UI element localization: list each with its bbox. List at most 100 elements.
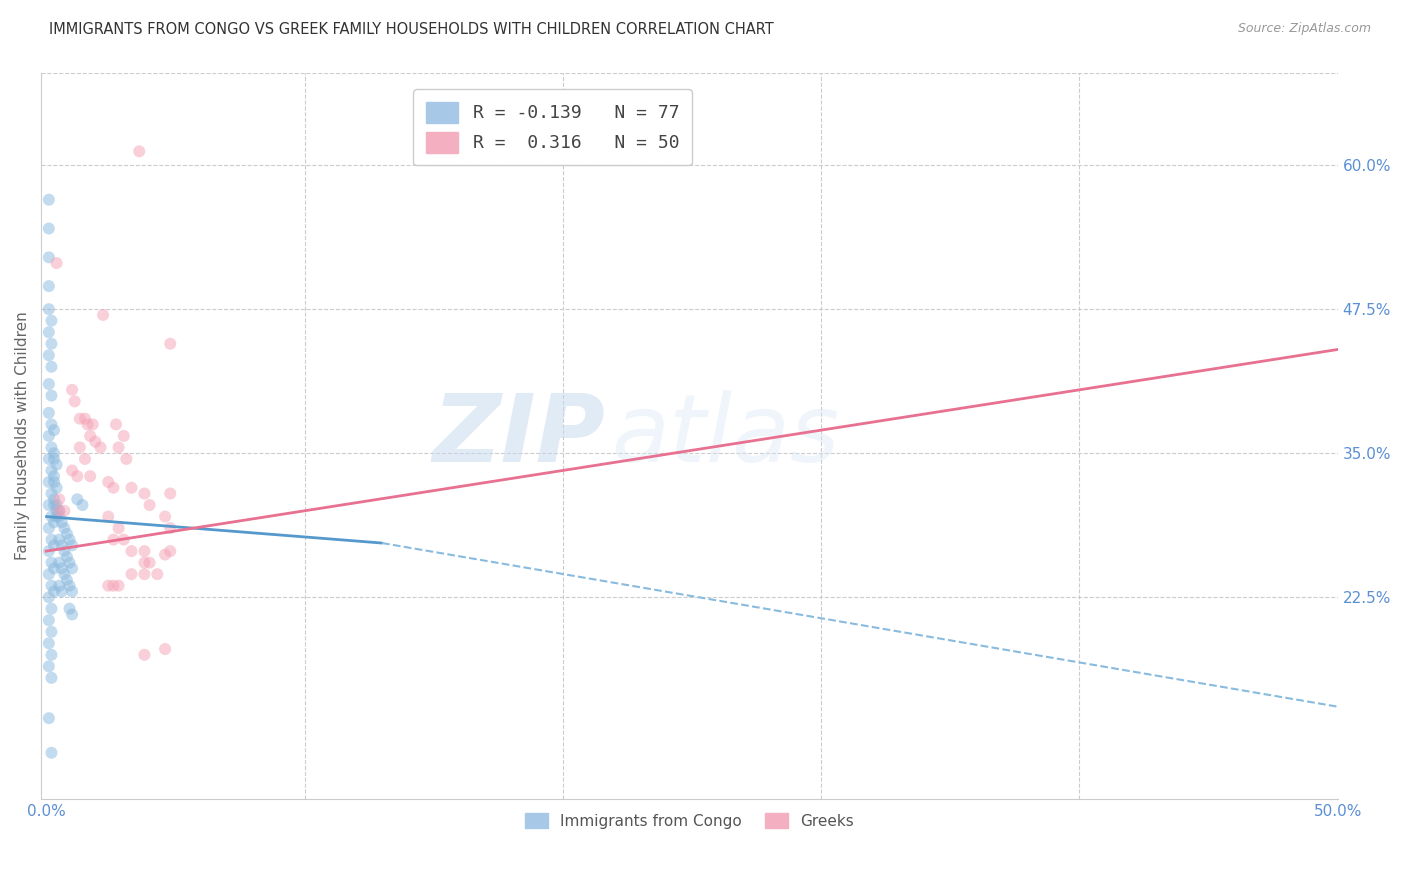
Point	[38, 325, 60, 339]
Point	[103, 533, 125, 547]
Point	[42, 423, 65, 437]
Point	[41, 486, 63, 500]
Point	[38, 193, 60, 207]
Point	[38, 348, 60, 362]
Point	[41, 671, 63, 685]
Point	[42, 561, 65, 575]
Point	[41, 417, 63, 432]
Point	[53, 544, 76, 558]
Point	[48, 509, 70, 524]
Text: atlas: atlas	[612, 391, 839, 482]
Point	[41, 388, 63, 402]
Point	[41, 336, 63, 351]
Point	[134, 648, 156, 662]
Point	[58, 579, 80, 593]
Point	[48, 492, 70, 507]
Point	[38, 377, 60, 392]
Point	[76, 417, 98, 432]
Point	[45, 458, 67, 472]
Point	[79, 429, 101, 443]
Point	[69, 411, 91, 425]
Point	[38, 544, 60, 558]
Point	[97, 475, 120, 489]
Point	[63, 394, 86, 409]
Point	[42, 498, 65, 512]
Point	[105, 417, 128, 432]
Point	[45, 498, 67, 512]
Point	[53, 521, 76, 535]
Point	[41, 601, 63, 615]
Point	[159, 486, 181, 500]
Point	[38, 221, 60, 235]
Point	[38, 250, 60, 264]
Point	[58, 533, 80, 547]
Point	[112, 533, 135, 547]
Point	[41, 556, 63, 570]
Point	[89, 441, 111, 455]
Point	[56, 573, 79, 587]
Point	[146, 567, 169, 582]
Point	[38, 475, 60, 489]
Point	[69, 441, 91, 455]
Point	[73, 452, 96, 467]
Point	[82, 417, 104, 432]
Point	[41, 533, 63, 547]
Point	[60, 538, 83, 552]
Point	[42, 584, 65, 599]
Point	[134, 544, 156, 558]
Point	[60, 561, 83, 575]
Point	[60, 383, 83, 397]
Point	[45, 509, 67, 524]
Point	[48, 556, 70, 570]
Legend: Immigrants from Congo, Greeks: Immigrants from Congo, Greeks	[519, 806, 860, 835]
Point	[42, 475, 65, 489]
Point	[51, 561, 73, 575]
Point	[60, 607, 83, 622]
Point	[153, 642, 176, 657]
Text: ZIP: ZIP	[432, 390, 605, 482]
Point	[97, 579, 120, 593]
Point	[42, 446, 65, 460]
Point	[38, 636, 60, 650]
Point	[42, 492, 65, 507]
Point	[41, 314, 63, 328]
Point	[72, 498, 94, 512]
Point	[41, 648, 63, 662]
Point	[134, 556, 156, 570]
Point	[121, 481, 143, 495]
Point	[48, 504, 70, 518]
Text: IMMIGRANTS FROM CONGO VS GREEK FAMILY HOUSEHOLDS WITH CHILDREN CORRELATION CHART: IMMIGRANTS FROM CONGO VS GREEK FAMILY HO…	[49, 22, 773, 37]
Point	[134, 567, 156, 582]
Point	[51, 516, 73, 530]
Point	[138, 556, 160, 570]
Point	[58, 556, 80, 570]
Point	[138, 498, 160, 512]
Point	[41, 441, 63, 455]
Point	[51, 538, 73, 552]
Point	[38, 711, 60, 725]
Point	[134, 486, 156, 500]
Point	[48, 533, 70, 547]
Point	[38, 452, 60, 467]
Point	[53, 567, 76, 582]
Point	[66, 492, 89, 507]
Point	[48, 579, 70, 593]
Point	[60, 463, 83, 477]
Point	[41, 624, 63, 639]
Point	[112, 429, 135, 443]
Point	[41, 463, 63, 477]
Point	[84, 434, 107, 449]
Point	[42, 538, 65, 552]
Y-axis label: Family Households with Children: Family Households with Children	[15, 311, 30, 560]
Point	[79, 469, 101, 483]
Point	[41, 579, 63, 593]
Point	[159, 521, 181, 535]
Point	[38, 302, 60, 317]
Point	[128, 145, 150, 159]
Point	[66, 469, 89, 483]
Point	[42, 516, 65, 530]
Point	[42, 469, 65, 483]
Point	[107, 441, 129, 455]
Point	[107, 521, 129, 535]
Point	[45, 481, 67, 495]
